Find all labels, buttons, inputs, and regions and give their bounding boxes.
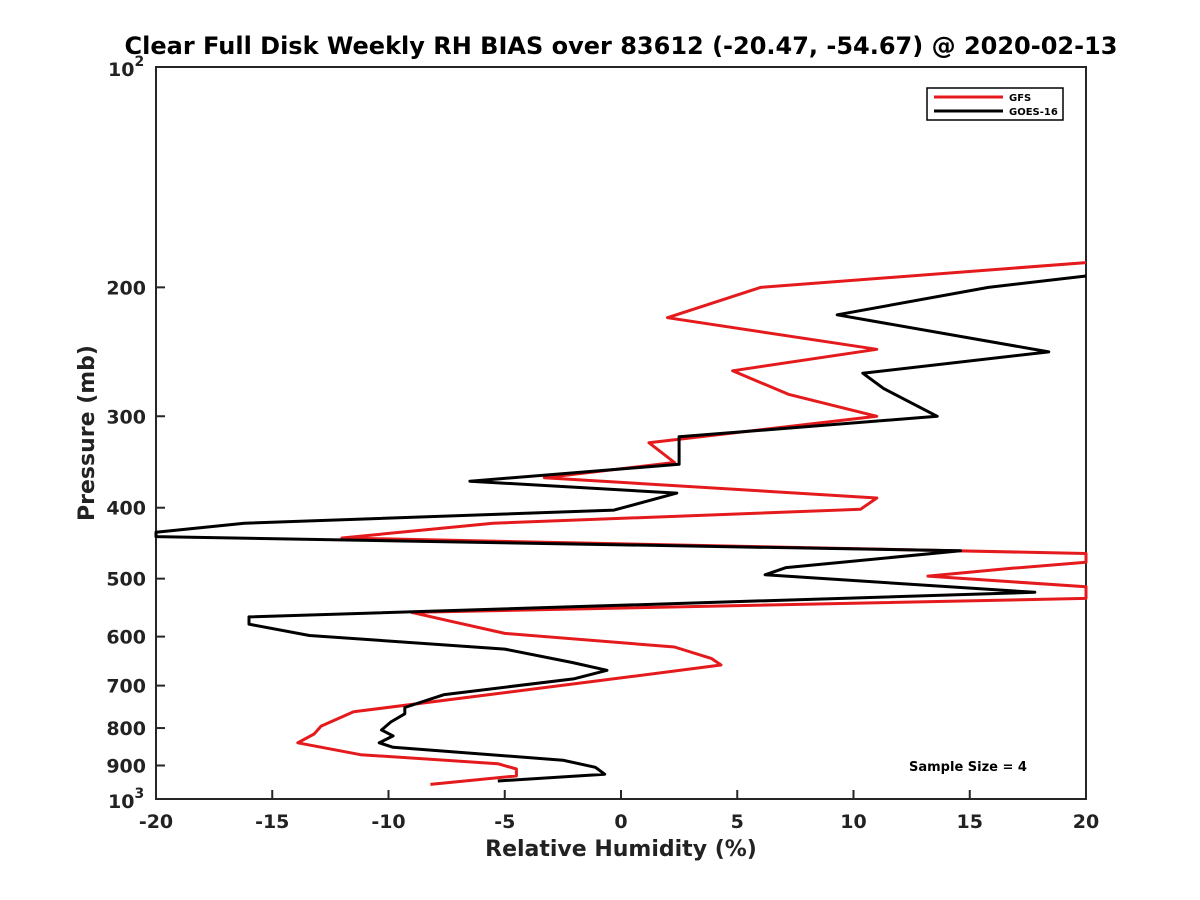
legend: GFS GOES-16 xyxy=(926,87,1064,121)
x-tick-label: 5 xyxy=(731,811,744,833)
y-tick-label: 103 xyxy=(108,786,144,813)
series-line-goes-16 xyxy=(154,274,1087,783)
y-tick-label: 500 xyxy=(106,569,146,591)
x-axis: -20 -15 -10 -5 0 5 10 15 20 xyxy=(139,790,1099,833)
y-axis-label: Pressure (mb) xyxy=(75,345,100,521)
legend-label-gfs: GFS xyxy=(1009,93,1031,104)
legend-label-goes16: GOES-16 xyxy=(1009,107,1058,118)
y-tick-label: 700 xyxy=(106,676,146,698)
legend-box xyxy=(926,87,1064,121)
y-tick-label: 600 xyxy=(106,627,146,649)
x-tick-label: -15 xyxy=(255,811,289,833)
x-tick-label: -5 xyxy=(494,811,515,833)
y-tick-label: 200 xyxy=(106,277,146,299)
y-tick-label: 800 xyxy=(106,718,146,740)
y-tick-label: 300 xyxy=(106,406,146,428)
x-tick-label: 15 xyxy=(957,811,983,833)
sample-size-annotation: Sample Size = 4 xyxy=(909,760,1027,775)
x-tick-label: -10 xyxy=(371,811,405,833)
y-axis: 102 200 300 400 500 600 700 800 900 103 xyxy=(106,54,165,813)
x-tick-label: 10 xyxy=(840,811,866,833)
y-tick-label: 102 xyxy=(108,54,144,81)
y-tick-label: 400 xyxy=(106,498,146,520)
chart-title: Clear Full Disk Weekly RH BIAS over 8361… xyxy=(125,32,1118,60)
series-line-gfs xyxy=(296,261,1088,786)
x-tick-label: 20 xyxy=(1073,811,1099,833)
x-axis-label: Relative Humidity (%) xyxy=(485,837,757,862)
x-tick-label: 0 xyxy=(614,811,627,833)
plot-frame xyxy=(155,66,1087,800)
plot-area: -20 -15 -10 -5 0 5 10 15 20 102 200 300 400 500 600 70… xyxy=(106,54,1099,833)
y-tick-label: 900 xyxy=(106,756,146,778)
series-layer xyxy=(154,261,1088,786)
x-tick-label: -20 xyxy=(139,811,173,833)
